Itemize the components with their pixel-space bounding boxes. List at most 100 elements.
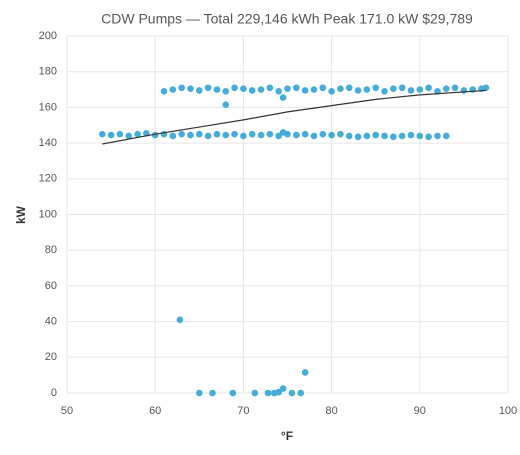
point [460, 87, 468, 94]
point [390, 85, 397, 92]
point [257, 86, 265, 93]
point [482, 84, 490, 92]
point [222, 88, 230, 95]
point [301, 87, 309, 94]
x-tick-label: 70 [237, 405, 249, 417]
point [160, 88, 168, 95]
trend-line [102, 89, 486, 145]
x-tick-label: 50 [61, 405, 73, 417]
point [288, 389, 296, 397]
y-axis-title: kW [14, 205, 28, 224]
point [297, 389, 305, 397]
point [442, 132, 450, 140]
point [169, 86, 177, 93]
point [116, 130, 124, 138]
point [284, 85, 291, 92]
point [125, 132, 133, 140]
x-tick-label: 100 [499, 405, 517, 417]
point [451, 84, 459, 92]
point [310, 86, 318, 93]
point [363, 132, 371, 140]
point [204, 132, 212, 140]
y-tick-label: 100 [39, 208, 57, 220]
point [337, 130, 344, 138]
point [381, 88, 388, 95]
x-tick-label: 80 [325, 405, 337, 417]
point [328, 131, 335, 139]
point [319, 130, 327, 138]
point [213, 86, 221, 93]
point [390, 133, 397, 141]
point [372, 84, 380, 92]
point [279, 129, 287, 136]
y-tick-label: 20 [45, 351, 57, 363]
point [107, 131, 115, 139]
point [310, 132, 318, 140]
point [176, 316, 184, 324]
point [187, 85, 194, 92]
point [251, 389, 259, 397]
point [266, 84, 274, 92]
point [279, 94, 287, 101]
y-tick-label: 140 [39, 137, 57, 149]
point [319, 84, 327, 92]
point [264, 389, 272, 397]
point [240, 85, 247, 92]
point [275, 132, 282, 140]
y-tick-label: 80 [45, 244, 57, 256]
point [398, 84, 406, 92]
point [425, 133, 432, 141]
point [354, 87, 362, 94]
point [98, 130, 106, 138]
y-tick-label: 40 [45, 316, 57, 328]
point [169, 132, 177, 140]
point [434, 132, 441, 140]
y-tick-label: 120 [39, 173, 57, 185]
point [134, 130, 141, 138]
y-tick-label: 60 [45, 280, 57, 292]
point [363, 86, 371, 93]
point [381, 132, 388, 140]
point [187, 131, 194, 139]
point [231, 130, 238, 138]
point [275, 388, 282, 396]
point [266, 130, 274, 138]
point [222, 131, 230, 139]
point [279, 385, 287, 392]
point [248, 87, 256, 94]
chart-title: CDW Pumps — Total 229,146 kWh Peak 171.0… [101, 11, 473, 27]
point [222, 101, 230, 109]
point [442, 85, 450, 92]
point [257, 131, 265, 139]
point [231, 84, 238, 92]
point [345, 132, 353, 140]
point [178, 130, 185, 138]
point [293, 84, 300, 92]
point [178, 84, 185, 92]
point [372, 131, 380, 139]
point [196, 389, 203, 397]
x-tick-label: 60 [149, 405, 161, 417]
point [240, 132, 247, 140]
y-tick-label: 180 [39, 66, 57, 78]
point [248, 130, 256, 138]
point [416, 86, 424, 93]
point [345, 84, 353, 92]
y-tick-label: 160 [39, 101, 57, 113]
point [398, 132, 406, 140]
point [275, 88, 282, 95]
point [301, 130, 309, 138]
point [434, 88, 441, 95]
point [209, 389, 216, 397]
point [196, 130, 203, 138]
point [213, 130, 221, 138]
point [204, 84, 212, 92]
point [328, 88, 335, 95]
point [196, 87, 203, 94]
point [407, 131, 415, 139]
x-tick-label: 90 [414, 405, 426, 417]
point [293, 131, 300, 139]
point [416, 132, 424, 140]
point [301, 369, 309, 376]
